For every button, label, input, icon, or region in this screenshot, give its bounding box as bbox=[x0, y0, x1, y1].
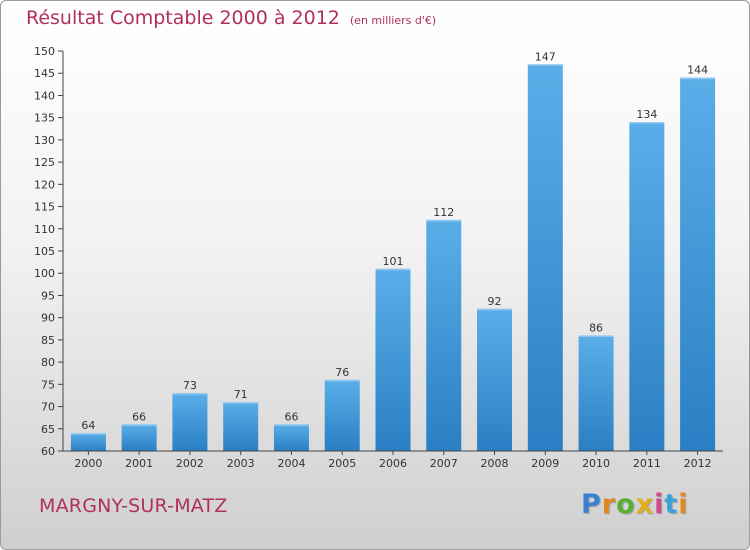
bar-2009 bbox=[527, 64, 563, 452]
x-tick-label: 2011 bbox=[633, 457, 661, 470]
bar-value-label: 86 bbox=[589, 321, 603, 334]
bar-highlight bbox=[629, 122, 665, 124]
bar-value-label: 76 bbox=[335, 366, 349, 379]
x-tick-label: 2007 bbox=[430, 457, 458, 470]
x-tick-label: 2002 bbox=[176, 457, 204, 470]
bar-value-label: 71 bbox=[234, 388, 248, 401]
bar-2001 bbox=[121, 424, 157, 451]
bar-highlight bbox=[172, 393, 208, 395]
bar-highlight bbox=[426, 219, 462, 222]
x-tick-label: 2005 bbox=[328, 457, 356, 470]
y-tick-label: 140 bbox=[34, 89, 55, 102]
y-tick-label: 60 bbox=[41, 445, 55, 458]
y-tick-label: 90 bbox=[41, 312, 55, 325]
title-text: Résultat Comptable 2000 à 2012 bbox=[26, 7, 340, 29]
bar-value-label: 66 bbox=[284, 410, 298, 423]
y-tick-label: 110 bbox=[34, 223, 55, 236]
bar-highlight bbox=[477, 308, 513, 311]
y-tick-label: 80 bbox=[41, 356, 55, 369]
bar-2008 bbox=[477, 308, 513, 451]
bar-highlight bbox=[223, 402, 259, 404]
x-tick-label: 2003 bbox=[227, 457, 255, 470]
bar-value-label: 112 bbox=[433, 206, 454, 219]
y-tick-label: 75 bbox=[41, 378, 55, 391]
y-tick-label: 145 bbox=[34, 67, 55, 80]
bar-highlight bbox=[273, 424, 309, 426]
bar-value-label: 73 bbox=[183, 379, 197, 392]
bar-highlight bbox=[527, 64, 563, 66]
logo-letter: t bbox=[664, 489, 679, 520]
bar-highlight bbox=[680, 77, 716, 80]
x-tick-label: 2008 bbox=[481, 457, 509, 470]
x-tick-label: 2006 bbox=[379, 457, 407, 470]
logo-letter: P bbox=[581, 489, 602, 520]
bar-2002 bbox=[172, 393, 208, 451]
y-tick-label: 125 bbox=[34, 156, 55, 169]
y-tick-label: 130 bbox=[34, 134, 55, 147]
logo-letter: r bbox=[601, 489, 617, 520]
bar-value-label: 134 bbox=[636, 108, 657, 121]
logo-letter: i bbox=[654, 489, 665, 520]
proxiti-logo: Proxiti bbox=[581, 489, 689, 520]
bar-value-label: 101 bbox=[383, 255, 404, 268]
bar-2012 bbox=[680, 77, 716, 452]
y-tick-label: 150 bbox=[34, 45, 55, 58]
bar-value-label: 66 bbox=[132, 410, 146, 423]
bar-2004 bbox=[273, 424, 309, 451]
bar-value-label: 144 bbox=[687, 64, 708, 77]
y-tick-label: 85 bbox=[41, 334, 55, 347]
logo-letter: o bbox=[616, 489, 636, 520]
bar-highlight bbox=[70, 433, 106, 435]
x-tick-label: 2001 bbox=[125, 457, 153, 470]
x-tick-label: 2000 bbox=[74, 457, 102, 470]
town-name: MARGNY-SUR-MATZ bbox=[39, 495, 228, 517]
chart-title: Résultat Comptable 2000 à 2012 (en millie… bbox=[26, 7, 436, 29]
bar-highlight bbox=[121, 424, 157, 426]
x-tick-label: 2009 bbox=[531, 457, 559, 470]
y-tick-label: 115 bbox=[34, 201, 55, 214]
y-tick-label: 105 bbox=[34, 245, 55, 258]
y-tick-label: 65 bbox=[41, 423, 55, 436]
bar-highlight bbox=[375, 268, 411, 271]
x-tick-label: 2012 bbox=[684, 457, 712, 470]
bar-2005 bbox=[324, 379, 360, 451]
bar-value-label: 92 bbox=[488, 295, 502, 308]
bar-value-label: 64 bbox=[81, 419, 95, 432]
x-tick-label: 2004 bbox=[277, 457, 305, 470]
y-tick-label: 95 bbox=[41, 289, 55, 302]
bar-2006 bbox=[375, 268, 411, 451]
bar-2007 bbox=[426, 219, 462, 451]
bar-2003 bbox=[223, 402, 259, 451]
logo-letter: i bbox=[678, 489, 689, 520]
bar-2000 bbox=[70, 433, 106, 451]
y-tick-label: 70 bbox=[41, 401, 55, 414]
y-tick-label: 135 bbox=[34, 112, 55, 125]
bar-2011 bbox=[629, 122, 665, 451]
bar-2010 bbox=[578, 335, 614, 451]
bar-highlight bbox=[578, 335, 614, 337]
bar-value-label: 147 bbox=[535, 50, 556, 63]
logo-letter: x bbox=[635, 489, 655, 520]
y-tick-label: 120 bbox=[34, 178, 55, 191]
chart-subtitle: (en milliers d'€) bbox=[349, 14, 437, 27]
x-tick-label: 2010 bbox=[582, 457, 610, 470]
bar-highlight bbox=[324, 379, 360, 382]
y-tick-label: 100 bbox=[34, 267, 55, 280]
